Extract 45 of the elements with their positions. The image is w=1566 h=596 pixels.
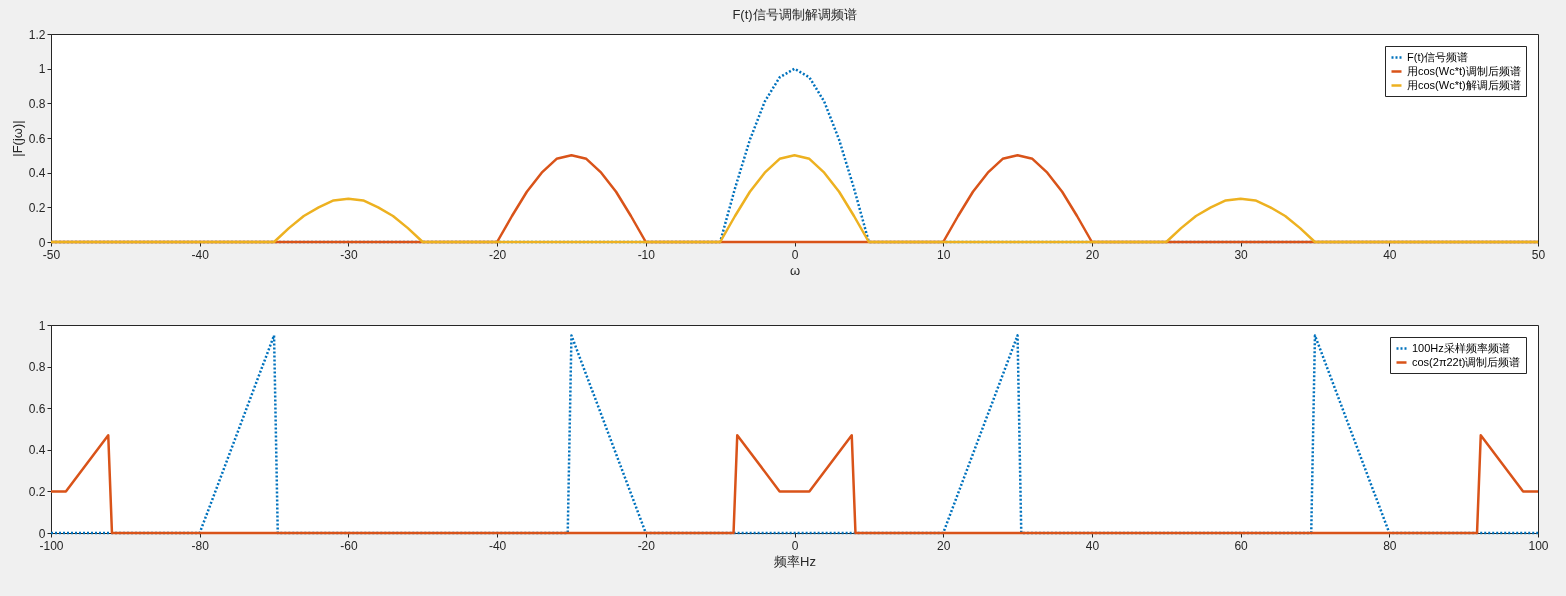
x-tick-label: 40 [1383, 247, 1397, 262]
y-tick-label: 0 [38, 235, 46, 250]
x-tick-label: 80 [1383, 538, 1397, 553]
x-tick-label: -10 [637, 247, 656, 262]
legend-label: 用cos(Wc*t)调制后频谱 [1407, 64, 1521, 77]
legend-label: cos(2π22t)调制后频谱 [1412, 355, 1521, 368]
y-tick-label: 0.4 [28, 166, 46, 181]
y-tick-label: 1 [38, 318, 46, 333]
x-tick-label: -30 [340, 247, 358, 262]
x-tick-label: 30 [1234, 247, 1249, 262]
y-tick-label: 1 [38, 62, 46, 77]
x-tick-label: -50 [42, 247, 61, 262]
y-tick-label: 0.8 [28, 360, 46, 375]
x-tick-label: 40 [1085, 538, 1100, 553]
x-tick-label: -20 [488, 247, 507, 262]
x-tick-label: -60 [340, 538, 358, 553]
y-tick-label: 0.6 [28, 401, 46, 416]
x-tick-label: 0 [791, 538, 799, 553]
x-tick-label: 10 [937, 247, 951, 262]
x-tick-label: -80 [191, 538, 210, 553]
x-tick-label: 20 [1085, 247, 1100, 262]
x-tick-label: 0 [791, 247, 799, 262]
legend-label: 100Hz采样频率频谱 [1412, 341, 1510, 354]
y-tick-label: 0.8 [28, 96, 46, 111]
x-tick-label: -40 [488, 538, 507, 553]
legend-label: 用cos(Wc*t)解调后频谱 [1407, 78, 1521, 91]
x-tick-label: -20 [637, 538, 656, 553]
x-tick-label: 60 [1234, 538, 1249, 553]
y-axis-title: |F(jω)| [9, 120, 25, 157]
x-tick-label: 20 [937, 538, 951, 553]
legend-label: F(t)信号频谱 [1407, 50, 1469, 63]
line-series [49, 154, 1540, 244]
chart-title: F(t)信号调制解调频谱 [732, 7, 857, 22]
y-tick-label: 0.4 [28, 443, 46, 458]
x-tick-label: -40 [191, 247, 210, 262]
x-tick-label: 50 [1531, 247, 1546, 262]
y-tick-label: 0 [38, 526, 46, 541]
x-tick-label: -100 [39, 538, 64, 553]
y-tick-label: 0.2 [28, 484, 46, 499]
x-axis-title: 频率Hz [774, 553, 816, 569]
x-tick-label: 100 [1528, 538, 1549, 553]
x-axis-title: ω [789, 262, 801, 278]
y-tick-label: 0.2 [28, 200, 46, 215]
y-tick-label: 1.2 [28, 27, 46, 42]
y-tick-label: 0.6 [28, 131, 46, 146]
